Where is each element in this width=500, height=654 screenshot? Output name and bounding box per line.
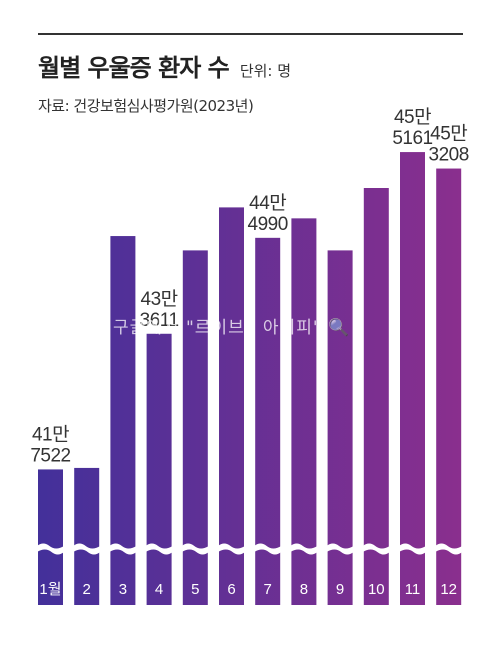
data-label-4-line2: 3611 bbox=[140, 310, 179, 331]
axis-break-9 bbox=[326, 543, 354, 555]
axis-break-1 bbox=[37, 543, 64, 555]
tick-label-1: 1월 bbox=[39, 581, 61, 598]
bar-1 bbox=[38, 469, 63, 605]
axis-break-6 bbox=[218, 543, 245, 555]
bar-3 bbox=[110, 236, 136, 605]
tick-label-12: 12 bbox=[440, 581, 457, 598]
bars-group bbox=[38, 152, 462, 606]
bar-12 bbox=[436, 168, 462, 605]
bar-10 bbox=[363, 188, 389, 605]
axis-break-8 bbox=[290, 543, 318, 555]
tick-label-6: 6 bbox=[227, 581, 235, 598]
data-label-7-line2: 4990 bbox=[248, 214, 288, 235]
bar-2 bbox=[74, 467, 100, 605]
axis-break-10 bbox=[362, 543, 390, 555]
tick-label-8: 8 bbox=[300, 581, 308, 598]
tick-label-5: 5 bbox=[191, 581, 199, 598]
tick-label-2: 2 bbox=[83, 581, 91, 598]
tick-label-3: 3 bbox=[119, 581, 127, 598]
watermark-text: 구글에서 "르이브0 아이피" 🔍 bbox=[113, 318, 351, 338]
axis-break-5 bbox=[181, 543, 209, 555]
axis-break-3 bbox=[109, 543, 137, 555]
data-label-12-line2: 3208 bbox=[429, 145, 469, 166]
tick-labels-group: 1월 2 3 4 5 6 7 8 9 10 11 12 bbox=[39, 581, 457, 598]
bar-8 bbox=[291, 218, 317, 605]
tick-label-7: 7 bbox=[264, 581, 272, 598]
source-note: 자료: 건강보험심사평가원(2023년) bbox=[38, 97, 254, 115]
axis-break-11 bbox=[399, 543, 426, 555]
axis-break-4 bbox=[145, 543, 173, 555]
data-label-4-line1: 43만 bbox=[141, 288, 178, 310]
tick-label-4: 4 bbox=[155, 581, 163, 598]
unit-note: 단위: 명 bbox=[239, 62, 292, 80]
top-rule bbox=[38, 33, 463, 35]
bar-6 bbox=[219, 207, 244, 605]
data-label-11-line1: 45만 bbox=[394, 106, 431, 128]
axis-break-2 bbox=[73, 543, 101, 555]
data-label-11-line2: 5161 bbox=[392, 128, 432, 149]
data-label-12-line1: 45만 bbox=[430, 123, 467, 145]
data-label-7-line1: 44만 bbox=[249, 192, 286, 214]
data-label-1-line1: 41만 bbox=[32, 423, 69, 445]
tick-label-9: 9 bbox=[336, 581, 344, 598]
axis-break-group bbox=[37, 543, 463, 555]
bar-4 bbox=[146, 333, 172, 605]
chart-title: 월별 우울증 환자 수 bbox=[38, 54, 230, 82]
data-label-1-line2: 7522 bbox=[30, 445, 70, 466]
tick-label-11: 11 bbox=[405, 581, 421, 598]
bar-11 bbox=[400, 152, 425, 606]
axis-break-12 bbox=[435, 543, 463, 555]
axis-break-7 bbox=[254, 543, 282, 555]
title-row: 월별 우울증 환자 수 단위: 명 bbox=[38, 48, 291, 83]
tick-label-10: 10 bbox=[368, 581, 385, 598]
